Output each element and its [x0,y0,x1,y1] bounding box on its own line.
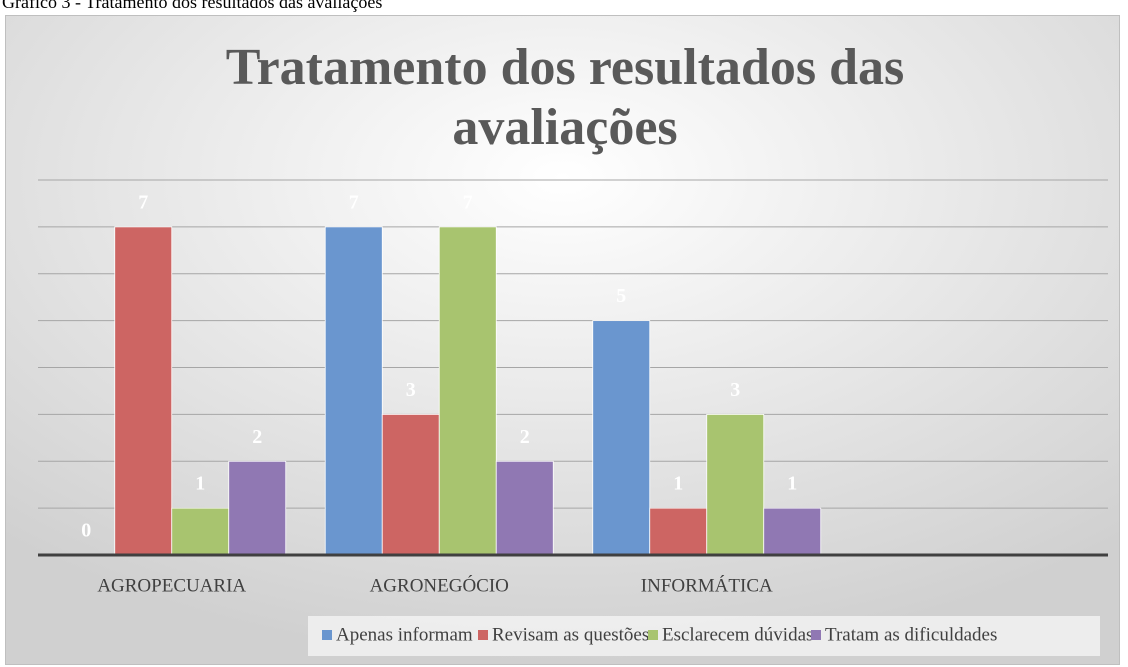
data-label: 7 [463,191,473,213]
legend-label: Esclarecem dúvidas [662,624,813,645]
legend-label: Tratam as dificuldades [825,624,997,645]
legend-box [308,616,1100,656]
legend-label: Apenas informam [336,624,473,645]
bar [114,226,173,556]
data-label: 0 [81,520,91,542]
bar [438,226,497,556]
caption: Gráfico 3 - Tratamento dos resultados da… [2,0,383,12]
data-label: 7 [349,191,359,213]
x-tick-label: AGROPECUARIA [97,575,246,596]
data-label: 1 [673,473,683,495]
x-tick-label: INFORMÁTICA [641,574,773,596]
x-tick-label: AGRONEGÓCIO [370,574,509,596]
bar [228,460,287,556]
data-label: 1 [787,473,797,495]
legend-label: Revisam as questões [492,624,649,645]
data-label: 2 [252,426,262,448]
bar [592,320,651,556]
bar [495,460,554,556]
legend-marker [811,630,821,640]
legend-marker [478,630,488,640]
data-label: 7 [138,191,148,213]
bar [763,507,822,556]
legend-marker [322,630,332,640]
chart-title: Tratamento dos resultados das avaliações [225,39,905,156]
bar [649,507,708,556]
data-label: 3 [730,379,740,401]
bar [171,507,230,556]
bar [706,413,765,556]
data-label: 1 [195,473,205,495]
data-label: 5 [616,285,626,307]
bar [324,226,383,556]
data-label: 3 [406,379,416,401]
bar [381,413,440,556]
legend-marker [648,630,658,640]
data-label: 2 [520,426,530,448]
